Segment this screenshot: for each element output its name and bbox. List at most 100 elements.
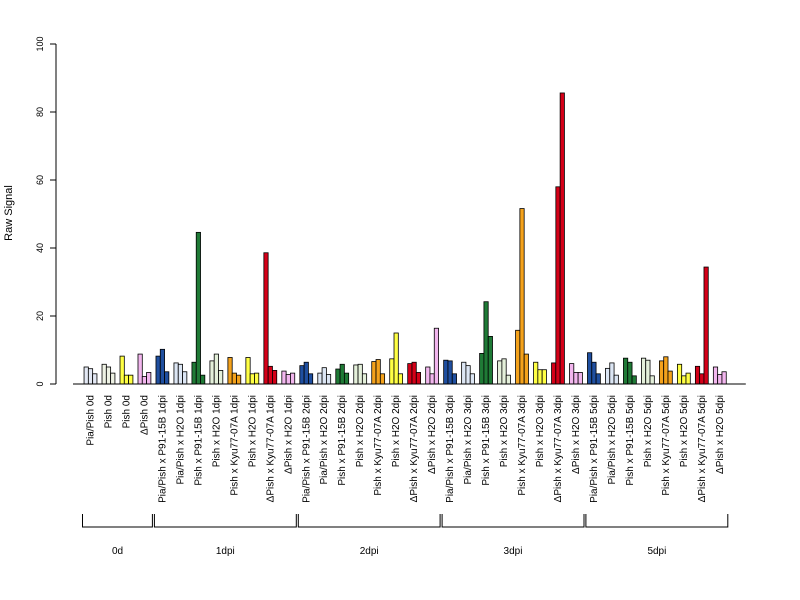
bar <box>681 375 687 385</box>
x-tick-label: ΔPish x H2O 2dpi <box>427 395 438 474</box>
x-tick-label: Pish x Kyu77-07A 5dpi <box>661 395 672 496</box>
group-bracket <box>153 514 297 528</box>
bar <box>483 301 489 385</box>
bar <box>699 373 705 385</box>
x-tick-label: Pia/Pish x H2O 1dpi <box>175 395 186 485</box>
bar <box>443 359 449 385</box>
bar <box>343 372 350 385</box>
bar <box>339 363 345 385</box>
bar <box>272 369 278 385</box>
group-bracket <box>82 514 153 528</box>
group-bracket <box>297 514 441 528</box>
bar <box>105 366 112 385</box>
bar <box>191 361 197 385</box>
bar <box>393 332 399 385</box>
group-bracket <box>585 514 729 528</box>
x-tick-label: Pish x Kyu77-07A 3dpi <box>517 395 528 496</box>
bar <box>694 365 701 385</box>
bar <box>627 361 633 385</box>
x-tick-label: Pish x H2O 1dpi <box>247 395 258 467</box>
y-tick-label: 100 <box>35 36 45 51</box>
group-label: 0d <box>112 546 123 557</box>
bar <box>263 252 269 385</box>
y-axis-label: Raw Signal <box>3 185 15 241</box>
bar <box>361 373 368 385</box>
bar <box>447 360 453 385</box>
x-tick-label: ΔPish x H2O 1dpi <box>283 395 294 474</box>
x-tick-label: Pish 0d <box>121 395 132 428</box>
x-tick-label: ΔPish x H2O 3dpi <box>571 395 582 474</box>
bar <box>164 371 170 385</box>
bar <box>321 367 327 385</box>
bar <box>155 355 161 385</box>
group-brackets: 0d 1dpi 2dpi 3dpi 5dpi <box>82 514 729 557</box>
group-label: 1dpi <box>216 546 235 557</box>
x-tick-labels: Pia/Pish 0d Pish 0d Pish 0d ΔPish 0d Pia/Pis… <box>86 395 726 503</box>
x-tick-label: Pia/Pish x P91-15B 3dpi <box>445 395 456 503</box>
bar <box>676 363 683 385</box>
bar <box>645 359 651 385</box>
bar <box>717 374 723 385</box>
bar <box>397 373 404 385</box>
x-tick-label: Pia/Pish x H2O 3dpi <box>463 395 474 485</box>
bar <box>371 361 377 385</box>
bar <box>537 369 543 385</box>
bar <box>497 360 503 385</box>
bar <box>663 356 669 385</box>
bar <box>159 348 165 385</box>
bar <box>200 374 206 385</box>
y-tick-label: 40 <box>35 243 45 253</box>
bar <box>685 372 691 385</box>
y-axis: 0 20 40 60 80 100 <box>35 36 57 387</box>
bar <box>703 266 709 385</box>
x-tick-label: ΔPish x Kyu77-07A 3dpi <box>553 395 564 502</box>
y-tick-label: 20 <box>35 311 45 321</box>
x-tick-label: ΔPish x Kyu77-07A 2dpi <box>409 395 420 502</box>
bar <box>559 92 565 385</box>
bar <box>290 372 296 385</box>
bar <box>641 357 647 385</box>
bar <box>433 327 439 385</box>
group-label: 5dpi <box>647 546 666 557</box>
bar <box>182 371 188 385</box>
x-tick-label: Pish x H2O 5dpi <box>643 395 654 467</box>
bar <box>469 373 475 385</box>
bar <box>667 370 673 385</box>
bar <box>83 366 89 385</box>
bar <box>555 186 561 385</box>
bar <box>236 374 242 385</box>
bar <box>303 361 309 385</box>
x-tick-label: ΔPish x H2O 5dpi <box>715 395 726 474</box>
bar <box>227 357 233 385</box>
bar <box>541 369 547 385</box>
bar <box>569 363 575 385</box>
bar <box>605 367 611 385</box>
bar <box>379 373 386 385</box>
bar <box>515 329 521 385</box>
bar <box>649 375 655 385</box>
bar <box>712 366 719 385</box>
x-tick-label: Pish x P91-15B 5dpi <box>625 395 636 486</box>
bar <box>429 373 435 385</box>
bar <box>609 362 615 385</box>
bar <box>487 335 493 385</box>
x-tick-label: ΔPish x Kyu77-07A 5dpi <box>697 395 708 502</box>
x-tick-label: Pia/Pish x P91-15B 5dpi <box>589 395 600 503</box>
bar <box>721 371 727 385</box>
bar <box>595 373 601 385</box>
group-label: 2dpi <box>360 546 379 557</box>
bar <box>245 357 251 385</box>
bar <box>461 361 467 385</box>
y-tick-label: 0 <box>35 381 45 386</box>
bar <box>551 362 557 385</box>
bar <box>335 368 341 385</box>
y-tick-label: 60 <box>35 175 45 185</box>
bar <box>285 374 291 385</box>
bar <box>465 365 471 385</box>
bar <box>587 352 593 385</box>
bar <box>425 366 431 385</box>
x-tick-label: Pish x Kyu77-07A 2dpi <box>373 395 384 496</box>
x-tick-label: Pia/Pish 0d <box>86 395 97 446</box>
bar <box>119 355 125 385</box>
